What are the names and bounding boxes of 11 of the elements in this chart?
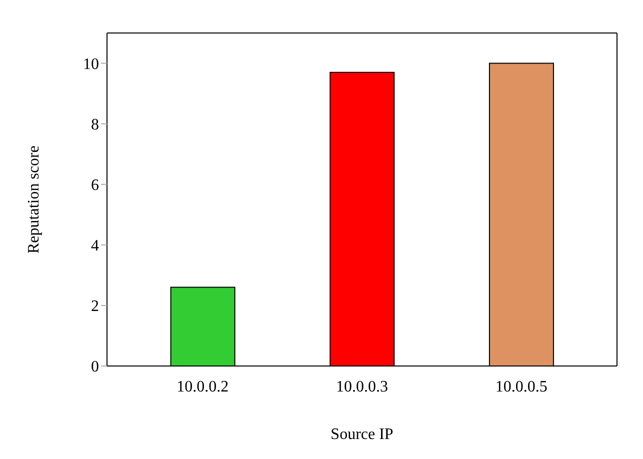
y-tick-label: 6	[91, 177, 99, 194]
y-tick-label: 8	[91, 116, 99, 134]
y-tick-label: 0	[91, 358, 99, 376]
y-tick-label: 2	[91, 298, 99, 316]
x-tick-label: 10.0.0.3	[336, 378, 388, 396]
y-tick-label: 10	[83, 56, 99, 73]
x-tick-label: 10.0.0.2	[176, 378, 229, 396]
x-axis-title: Source IP	[330, 426, 394, 443]
y-tick-label: 4	[91, 238, 99, 255]
y-axis-title: Reputation score	[26, 146, 43, 254]
x-tick-label: 10.0.0.5	[495, 378, 548, 396]
